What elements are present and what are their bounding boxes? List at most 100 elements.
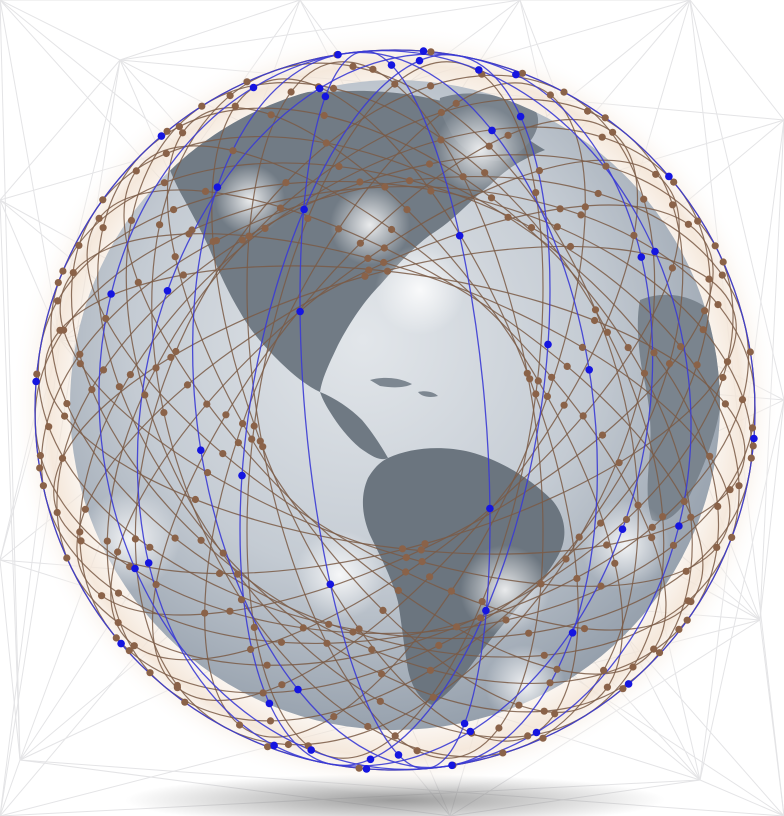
brown-satellite	[523, 369, 531, 377]
brown-satellite	[391, 732, 399, 740]
blue-satellite	[366, 755, 375, 764]
brown-satellite	[36, 452, 45, 460]
brown-satellite	[726, 486, 734, 494]
brown-satellite	[560, 401, 568, 409]
brown-orbit	[76, 204, 714, 616]
blue-satellite	[651, 247, 659, 256]
brown-satellite	[320, 111, 328, 120]
brown-satellite	[364, 722, 372, 731]
brown-satellite	[379, 606, 387, 615]
brown-satellite	[329, 84, 338, 92]
brown-satellite	[69, 269, 77, 277]
blue-satellite	[415, 56, 424, 65]
brown-orbit	[166, 107, 624, 713]
brown-satellite	[680, 497, 688, 506]
brown-satellite	[276, 204, 285, 212]
brown-satellite	[191, 495, 199, 504]
brown-satellite	[551, 710, 559, 718]
brown-satellite	[659, 513, 667, 521]
brown-satellite	[669, 541, 678, 550]
brown-rim-satellite	[63, 554, 71, 562]
brown-satellite	[452, 99, 460, 107]
brown-satellite	[54, 297, 62, 305]
blue-satellite	[637, 253, 646, 261]
brown-satellite	[114, 619, 122, 627]
brown-satellite	[718, 271, 726, 279]
brown-satellite	[245, 232, 253, 240]
brown-satellite	[426, 666, 435, 674]
brown-satellite	[699, 326, 707, 334]
blue-satellite	[475, 66, 483, 74]
brown-satellite	[197, 536, 205, 544]
brown-satellite	[378, 670, 386, 678]
brown-satellite	[556, 205, 564, 213]
blue-satellite	[117, 639, 125, 648]
blue-satellite	[568, 629, 577, 637]
brown-satellite	[45, 423, 53, 431]
brown-satellite	[219, 549, 227, 557]
brown-satellite	[278, 681, 286, 689]
brown-satellite	[553, 665, 561, 673]
blue-satellite	[394, 751, 403, 759]
brown-satellite	[540, 651, 548, 659]
brown-satellite	[259, 443, 267, 451]
brown-satellite	[640, 195, 648, 203]
brown-satellite	[160, 179, 168, 187]
brown-satellite	[77, 537, 85, 545]
brown-rim-satellite	[719, 258, 727, 266]
brown-satellite	[114, 548, 122, 556]
brown-satellite	[287, 88, 295, 96]
brown-rim-satellite	[601, 114, 609, 122]
brown-satellite	[146, 543, 154, 551]
brown-satellite	[141, 391, 149, 399]
blue-satellite	[362, 765, 371, 773]
brown-satellites	[33, 48, 757, 772]
brown-satellite	[611, 559, 619, 567]
brown-rim-satellite	[619, 685, 627, 693]
brown-satellite	[403, 206, 411, 214]
brown-satellite	[721, 400, 730, 408]
brown-satellite	[706, 452, 714, 460]
brown-satellite	[579, 412, 587, 420]
blue-satellite	[448, 761, 456, 770]
brown-satellite	[323, 639, 331, 647]
brown-satellite	[624, 344, 632, 352]
blue-satellite	[750, 434, 758, 443]
brown-satellite	[368, 646, 376, 654]
brown-rim-satellite	[36, 464, 44, 472]
brown-satellite	[267, 111, 275, 119]
blue-satellite	[488, 126, 496, 135]
brown-satellite	[335, 162, 343, 171]
brown-rim-satellite	[427, 48, 435, 56]
brown-satellite	[597, 519, 605, 527]
brown-satellite	[304, 214, 312, 222]
brown-satellite	[364, 254, 372, 262]
brown-satellite	[487, 194, 496, 202]
brown-satellite	[282, 179, 290, 187]
brown-satellite	[684, 220, 693, 228]
brown-satellite	[170, 206, 178, 214]
brown-satellite	[152, 364, 160, 372]
blue-satellite	[144, 559, 153, 567]
brown-satellite	[349, 628, 357, 636]
brown-satellite	[381, 183, 389, 191]
brown-satellite	[152, 581, 160, 589]
caribbean-islands	[370, 377, 438, 397]
brown-satellite	[125, 647, 133, 655]
brown-satellite	[429, 693, 437, 701]
blue-satellite	[321, 92, 330, 101]
brown-satellite	[427, 82, 435, 90]
brown-satellite	[203, 400, 211, 408]
brown-satellite	[130, 642, 138, 650]
brown-satellite	[81, 505, 89, 513]
brown-satellite	[380, 244, 388, 252]
brown-satellite	[747, 454, 755, 462]
brown-rim-satellite	[749, 442, 757, 450]
brown-satellite	[714, 301, 722, 309]
brown-satellite	[581, 203, 589, 211]
brown-satellite	[219, 450, 227, 458]
brown-satellite	[682, 567, 690, 575]
brown-satellite	[380, 258, 388, 267]
brown-satellite	[630, 231, 638, 239]
brown-satellite	[655, 649, 664, 657]
